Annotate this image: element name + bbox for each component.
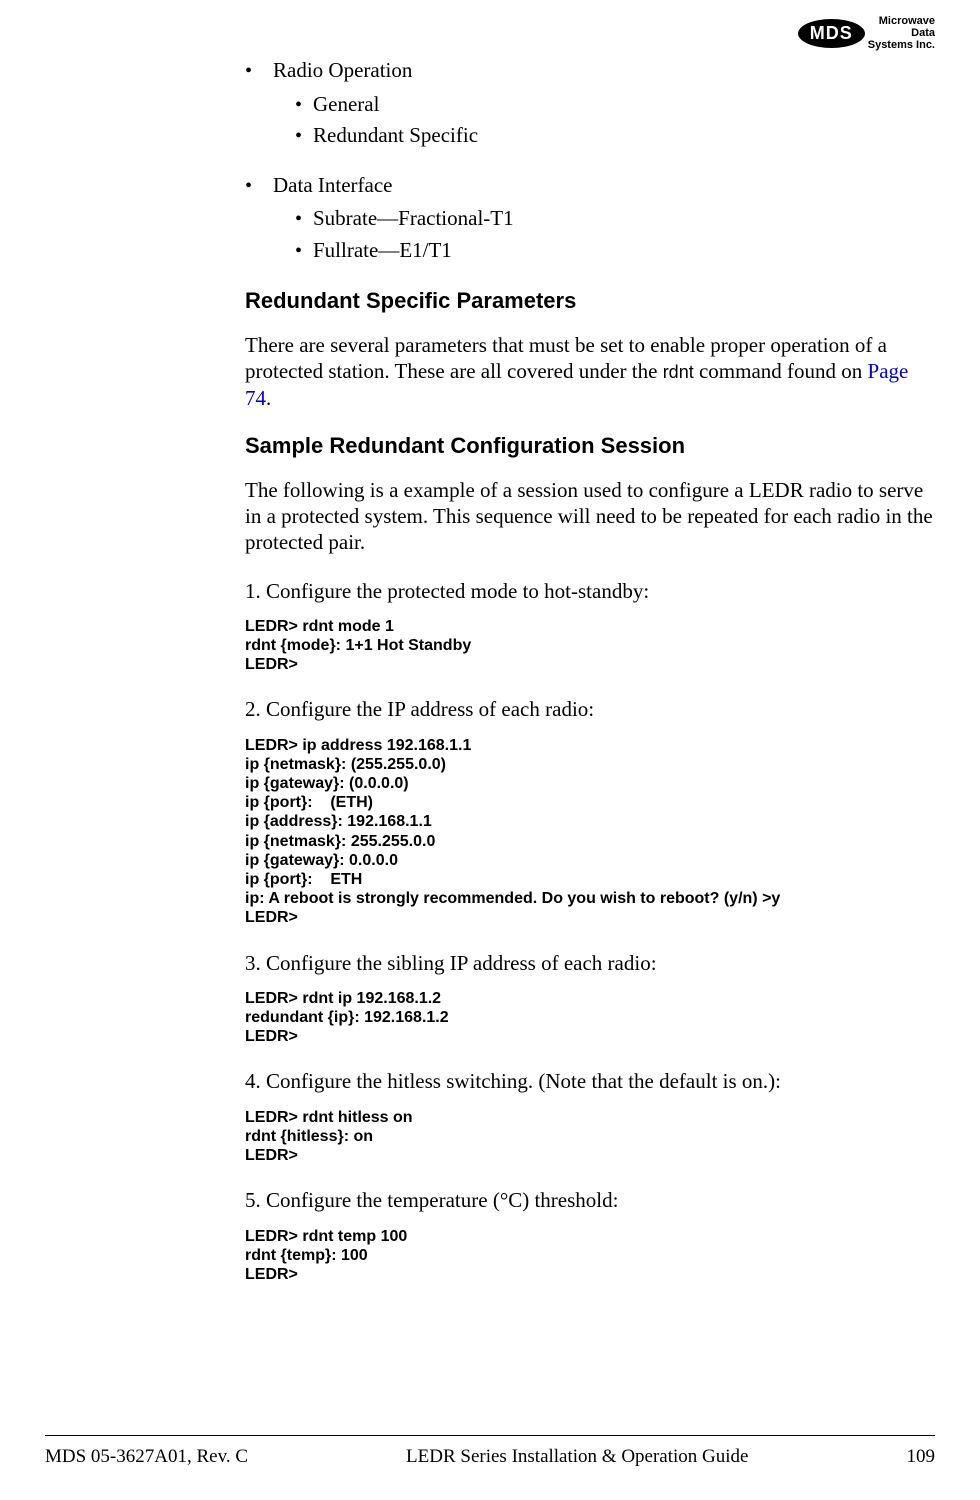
- list-item: General: [245, 89, 935, 121]
- footer-doc-id: MDS 05-3627A01, Rev. C: [45, 1446, 248, 1468]
- paragraph: The following is a example of a session …: [245, 477, 935, 556]
- section-heading: Redundant Specific Parameters: [245, 288, 935, 314]
- section-heading: Sample Redundant Configuration Session: [245, 433, 935, 459]
- code-block: LEDR> rdnt ip 192.168.1.2 redundant {ip}…: [245, 989, 935, 1047]
- step-text: 1. Configure the protected mode to hot-s…: [245, 578, 935, 605]
- command-name: rdnt: [663, 362, 694, 382]
- list-item: Fullrate—E1/T1: [245, 235, 935, 267]
- paragraph: There are several parameters that must b…: [245, 332, 935, 411]
- code-block: LEDR> rdnt temp 100 rdnt {temp}: 100 LED…: [245, 1227, 935, 1285]
- page-footer: MDS 05-3627A01, Rev. C LEDR Series Insta…: [45, 1435, 935, 1468]
- sub-list: Subrate—Fractional-T1 Fullrate—E1/T1: [245, 203, 935, 266]
- code-block: LEDR> rdnt hitless on rdnt {hitless}: on…: [245, 1108, 935, 1166]
- step-text: 3. Configure the sibling IP address of e…: [245, 950, 935, 977]
- page-content: Radio Operation General Redundant Specif…: [245, 55, 935, 1288]
- list-item: Subrate—Fractional-T1: [245, 203, 935, 235]
- list-item: Data Interface: [245, 170, 935, 202]
- list-item: Radio Operation: [245, 55, 935, 87]
- outline-list: Radio Operation General Redundant Specif…: [245, 55, 935, 266]
- sub-list: General Redundant Specific: [245, 89, 935, 152]
- list-item: Redundant Specific: [245, 120, 935, 152]
- code-block: LEDR> rdnt mode 1 rdnt {mode}: 1+1 Hot S…: [245, 617, 935, 675]
- step-text: 2. Configure the IP address of each radi…: [245, 696, 935, 723]
- logo-abbr: MDS: [798, 19, 865, 48]
- company-logo: MDS Microwave Data Systems Inc.: [798, 15, 935, 51]
- step-text: 5. Configure the temperature (°C) thresh…: [245, 1187, 935, 1214]
- footer-page-number: 109: [907, 1446, 936, 1468]
- code-block: LEDR> ip address 192.168.1.1 ip {netmask…: [245, 736, 935, 928]
- logo-company-name: Microwave Data Systems Inc.: [868, 15, 935, 51]
- footer-title: LEDR Series Installation & Operation Gui…: [248, 1446, 906, 1468]
- step-text: 4. Configure the hitless switching. (Not…: [245, 1068, 935, 1095]
